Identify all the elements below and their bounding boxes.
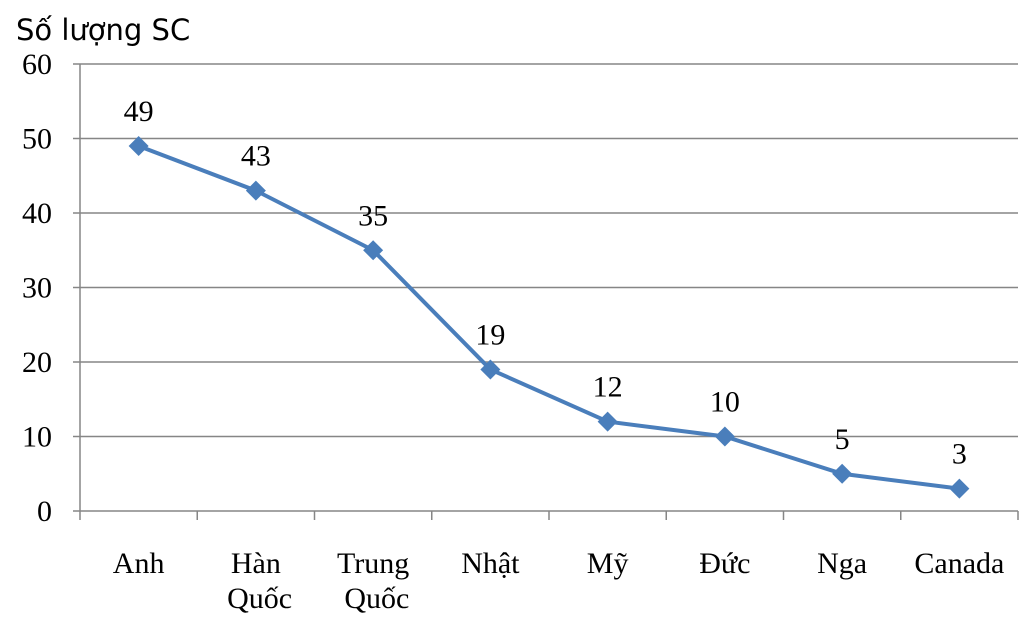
line — [137, 144, 960, 491]
data-label: 43 — [241, 140, 271, 173]
marker — [949, 478, 970, 499]
y-tick-label: 40 — [22, 197, 52, 230]
x-tick-label: Nga — [817, 547, 867, 580]
marker — [832, 463, 853, 484]
x-tick-label: Anh — [113, 547, 165, 580]
data-label: 10 — [710, 386, 740, 419]
marker — [245, 180, 266, 201]
marker — [714, 426, 735, 447]
y-axis-label: Số lượng SC — [16, 13, 190, 47]
data-label: 3 — [952, 438, 967, 471]
y-tick-label: 50 — [22, 123, 52, 156]
x-tick-label: Trung Quốc — [337, 547, 409, 615]
marker — [363, 240, 384, 261]
y-tick-label: 30 — [22, 272, 52, 305]
y-tick-label: 0 — [37, 495, 52, 528]
data-label: 49 — [124, 95, 154, 128]
x-tick-label: Mỹ — [587, 547, 629, 580]
data-label: 35 — [358, 199, 388, 232]
marker — [128, 135, 149, 156]
data-label: 19 — [475, 318, 505, 351]
y-tick-label: 60 — [22, 48, 52, 81]
marker — [480, 359, 501, 380]
x-tick-label: Canada — [914, 547, 1004, 580]
marker — [597, 411, 618, 432]
y-tick-label: 20 — [22, 346, 52, 379]
x-tick-label: Đức — [699, 547, 750, 580]
y-tick-label: 10 — [22, 421, 52, 454]
x-tick-label: Hàn Quốc — [220, 547, 292, 615]
x-tick-label: Nhật — [461, 547, 520, 580]
data-label: 5 — [835, 423, 850, 456]
data-label: 12 — [593, 371, 623, 404]
